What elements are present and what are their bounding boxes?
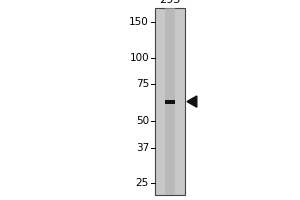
Polygon shape [187, 96, 197, 107]
Text: 100: 100 [129, 53, 149, 63]
Bar [165, 100, 175, 104]
Text: 150: 150 [129, 17, 149, 27]
Text: 37: 37 [136, 143, 149, 153]
Bar [165, 8, 175, 195]
Text: 50: 50 [136, 116, 149, 126]
Text: 25: 25 [136, 178, 149, 188]
Text: 75: 75 [136, 79, 149, 89]
Text: 293: 293 [159, 0, 181, 5]
Bar [155, 8, 185, 195]
